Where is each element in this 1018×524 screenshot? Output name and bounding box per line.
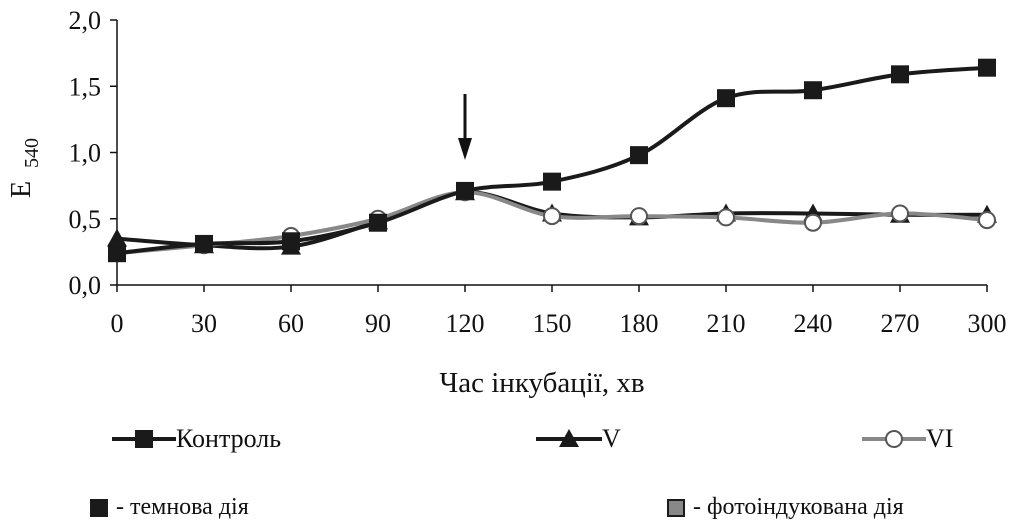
series-control [108, 58, 996, 263]
data-point-vi [978, 211, 996, 230]
data-point-control [369, 213, 387, 232]
axes [116, 20, 987, 286]
arrow-head [458, 138, 472, 160]
series-line-control [116, 65, 988, 256]
series-vi [108, 183, 996, 263]
x-tick-label: 120 [446, 309, 485, 338]
y-tick-label: 2,0 [69, 6, 102, 35]
legend-entry-vi: VI [862, 422, 953, 456]
arrow-annotation-icon [458, 94, 472, 160]
data-point-control [195, 234, 213, 253]
x-tick-label: 150 [533, 309, 572, 338]
note-photo-action: - фотоіндукована дія [667, 494, 904, 521]
legend-line-circle-icon [862, 430, 926, 448]
x-tick-label: 90 [365, 309, 391, 338]
note-dark-swatch [90, 498, 108, 517]
data-point-control [282, 232, 300, 251]
data-point-vi [804, 213, 822, 232]
x-tick-label: 270 [881, 309, 920, 338]
data-point-control [717, 89, 735, 108]
y-tick-label: 0,5 [69, 205, 102, 234]
x-axis-ticks: 0 30 60 90 120 150 180 210 240 270 300 [111, 285, 1007, 338]
legend-entry-control: Контроль [112, 422, 281, 456]
note-dark-label: - темнова дія [116, 494, 249, 520]
x-tick-label: 300 [968, 309, 1007, 338]
legend-label-v: V [602, 424, 621, 453]
y-tick-label: 1,0 [69, 139, 102, 168]
legend-label-control: Контроль [176, 424, 282, 453]
y-axis-title-subscript: 540 [21, 138, 43, 168]
legend-entry-v: V [536, 422, 621, 456]
data-point-control [108, 244, 126, 263]
y-tick-label: 0,0 [69, 271, 102, 300]
series-layer [107, 58, 997, 263]
data-point-vi [543, 207, 561, 226]
legend-label-vi: VI [926, 424, 954, 453]
legend-line-square-icon [112, 430, 176, 448]
y-axis-title: E 540 [6, 138, 43, 198]
x-tick-label: 210 [707, 309, 746, 338]
data-point-control [630, 146, 648, 165]
data-point-control [543, 172, 561, 191]
x-tick-label: 0 [111, 309, 124, 338]
x-tick-label: 60 [278, 309, 304, 338]
x-axis-title: Час інкубації, хв [439, 367, 644, 399]
x-tick-label: 30 [191, 309, 217, 338]
note-photo-swatch [667, 498, 685, 517]
y-tick-label: 1,5 [69, 72, 102, 101]
data-point-vi [891, 204, 909, 223]
data-point-v [107, 228, 127, 247]
x-tick-label: 180 [620, 309, 659, 338]
y-axis-title-main: E [6, 181, 37, 198]
legend-line-triangle-icon [536, 429, 602, 447]
data-point-vi [717, 208, 735, 227]
data-point-control [456, 181, 474, 200]
note-photo-label: - фотоіндукована дія [693, 494, 904, 520]
data-point-control [804, 81, 822, 100]
data-point-control [978, 58, 996, 77]
data-point-vi [630, 207, 648, 226]
data-point-control [891, 65, 909, 84]
x-tick-label: 240 [794, 309, 833, 338]
annotation-layer [458, 94, 472, 160]
y-axis-ticks: 0,0 0,5 1,0 1,5 2,0 [69, 6, 117, 300]
note-dark-action: - темнова дія [90, 494, 249, 521]
